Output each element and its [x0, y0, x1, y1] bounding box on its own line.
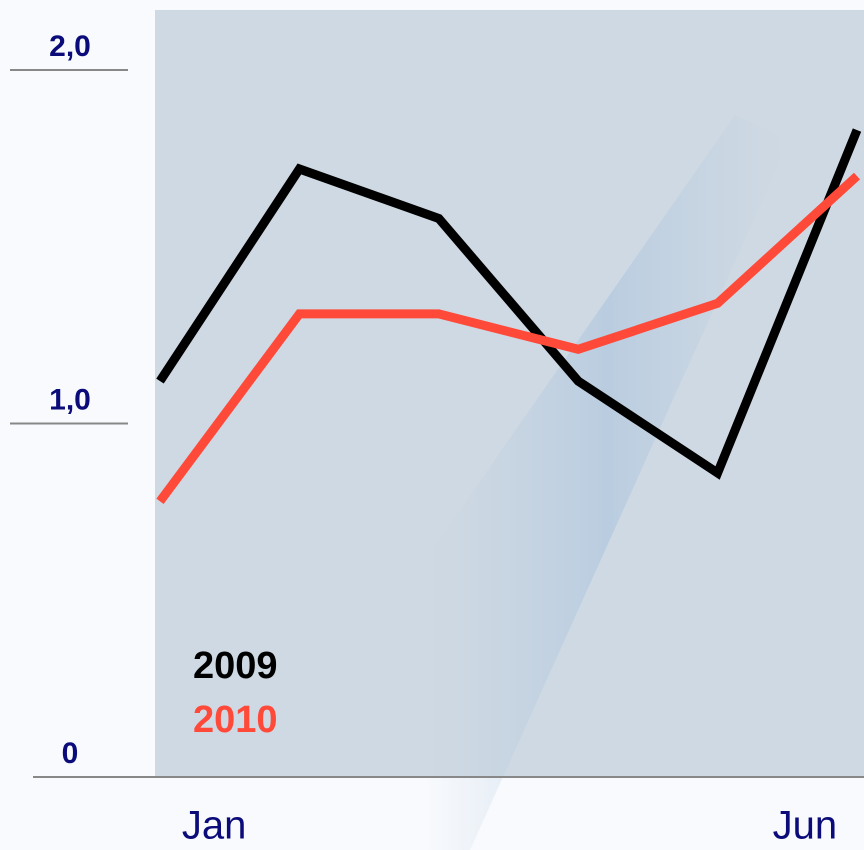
legend-entry: 2010: [193, 699, 278, 741]
y-tick-label: 2,0: [49, 30, 91, 63]
legend-entry: 2009: [193, 645, 278, 687]
chart: 0 1,0 2,0 Jan Jun 2009 2010: [0, 0, 864, 850]
y-tick-label: 0: [62, 737, 79, 770]
y-tick-label: 1,0: [49, 383, 91, 416]
x-tick-label: Jan: [182, 804, 247, 848]
x-tick-label: Jun: [773, 804, 838, 848]
